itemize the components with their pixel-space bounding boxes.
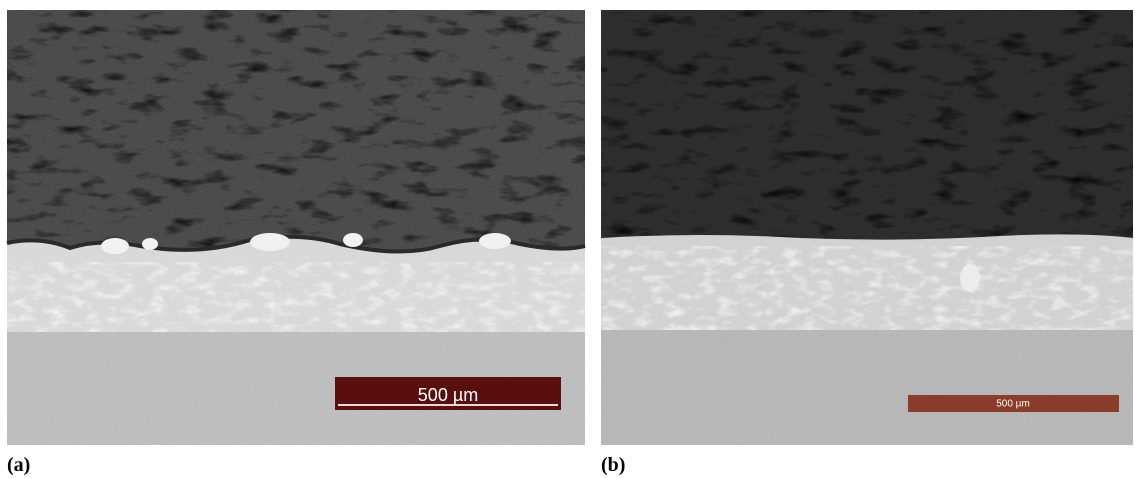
figure: 500 µm (a) 500 µm (b) <box>0 0 1135 478</box>
scale-bar-label: 500 µm <box>418 385 478 405</box>
panel-label: (b) <box>601 454 625 476</box>
figure-canvas: 500 µm (a) 500 µm (b) <box>0 0 1135 478</box>
micrograph-a: 500 µm <box>7 10 585 445</box>
micrograph-b: 500 µm <box>601 10 1133 445</box>
scale-bar-label: 500 µm <box>996 399 1030 410</box>
panel-label: (a) <box>7 454 30 476</box>
